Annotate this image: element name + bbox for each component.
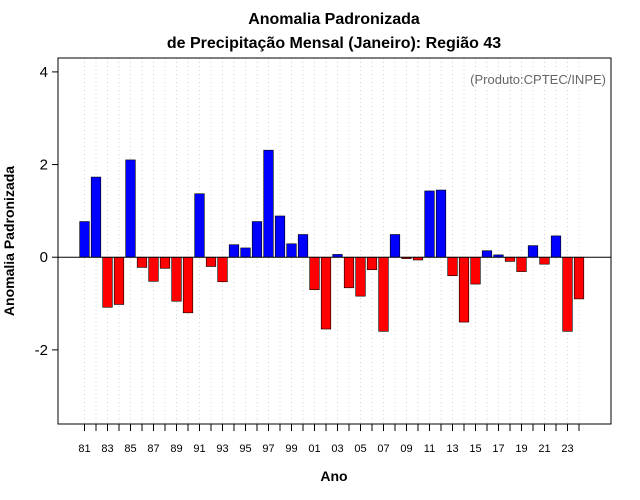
x-tick-label: 03 — [331, 443, 343, 455]
credit-text: (Produto:CPTEC/INPE) — [470, 72, 606, 87]
x-tick-label: 95 — [239, 443, 251, 455]
x-tick-label: 83 — [101, 443, 113, 455]
bar-87 — [148, 256, 159, 282]
bar-14 — [458, 256, 470, 323]
y-tick-label: -2 — [35, 342, 48, 359]
bar-89 — [171, 256, 182, 302]
bar-94 — [228, 244, 240, 258]
x-tick-label: 99 — [285, 443, 297, 455]
x-tick-label: 07 — [377, 443, 389, 455]
x-tick-label: 09 — [400, 443, 412, 455]
bar-22 — [550, 235, 562, 258]
bar-20 — [527, 245, 539, 258]
bar-82 — [90, 176, 102, 258]
chart-title-line2: de Precipitação Mensal (Janeiro): Região… — [167, 35, 501, 52]
bar-00 — [297, 234, 309, 258]
bar-12 — [435, 189, 447, 258]
y-axis-label: Anomalia Padronizada — [1, 166, 17, 316]
bar-19 — [516, 256, 527, 272]
x-tick-label: 23 — [561, 443, 573, 455]
y-tick-label: 0 — [40, 249, 48, 266]
bar-08 — [389, 234, 401, 258]
bar-84 — [113, 256, 125, 305]
bar-81 — [79, 221, 90, 258]
y-tick-label: 4 — [40, 64, 48, 81]
chart-title-line1: Anomalia Padronizada — [248, 11, 420, 28]
bar-01 — [309, 256, 320, 290]
bar-06 — [366, 256, 378, 271]
x-tick-label: 13 — [446, 443, 458, 455]
x-tick-label: 81 — [78, 443, 90, 455]
x-axis-label: Ano — [320, 468, 347, 484]
bars — [79, 149, 585, 332]
x-axis: 81 83 85 87 89 91 93 95 97 99 01 03 05 07 09 11 13 15 17 19… — [78, 424, 580, 455]
x-tick-label: 15 — [469, 443, 481, 455]
y-axis: -2 0 2 4 — [35, 64, 58, 359]
plot-frame — [57, 57, 612, 425]
bar-07 — [378, 256, 389, 332]
bar-05 — [355, 256, 366, 297]
bar-24 — [573, 256, 585, 300]
x-tick-label: 11 — [424, 443, 435, 455]
bar-98 — [274, 215, 286, 258]
bar-96 — [251, 221, 263, 258]
bar-85 — [125, 159, 136, 258]
bar-21 — [539, 256, 550, 265]
x-tick-label: 97 — [262, 443, 274, 455]
bar-04 — [343, 256, 355, 289]
x-tick-label: 19 — [515, 443, 527, 455]
x-tick-label: 01 — [308, 443, 320, 455]
bar-83 — [102, 256, 113, 308]
bar-91 — [194, 193, 205, 258]
x-tick-label: 85 — [124, 443, 136, 455]
x-tick-label: 91 — [193, 443, 205, 455]
bar-86 — [136, 256, 148, 268]
bar-88 — [159, 256, 171, 269]
bar-15 — [470, 256, 481, 285]
bar-18 — [504, 256, 516, 262]
bar-02 — [320, 256, 332, 330]
grid — [84, 58, 580, 424]
x-tick-label: 89 — [170, 443, 182, 455]
bar-16 — [481, 250, 493, 258]
bar-11 — [424, 190, 435, 258]
bar-92 — [205, 256, 217, 267]
bar-13 — [447, 256, 458, 277]
x-tick-label: 87 — [147, 443, 159, 455]
bar-95 — [240, 247, 251, 258]
x-tick-label: 05 — [354, 443, 366, 455]
bar-93 — [217, 256, 228, 283]
x-tick-label: 93 — [216, 443, 228, 455]
bar-23 — [562, 256, 573, 332]
x-tick-label: 17 — [492, 443, 504, 455]
x-tick-label: 21 — [538, 443, 550, 455]
bar-97 — [263, 149, 274, 258]
y-tick-label: 2 — [40, 157, 48, 174]
bar-90 — [182, 256, 194, 314]
bar-99 — [286, 243, 297, 258]
